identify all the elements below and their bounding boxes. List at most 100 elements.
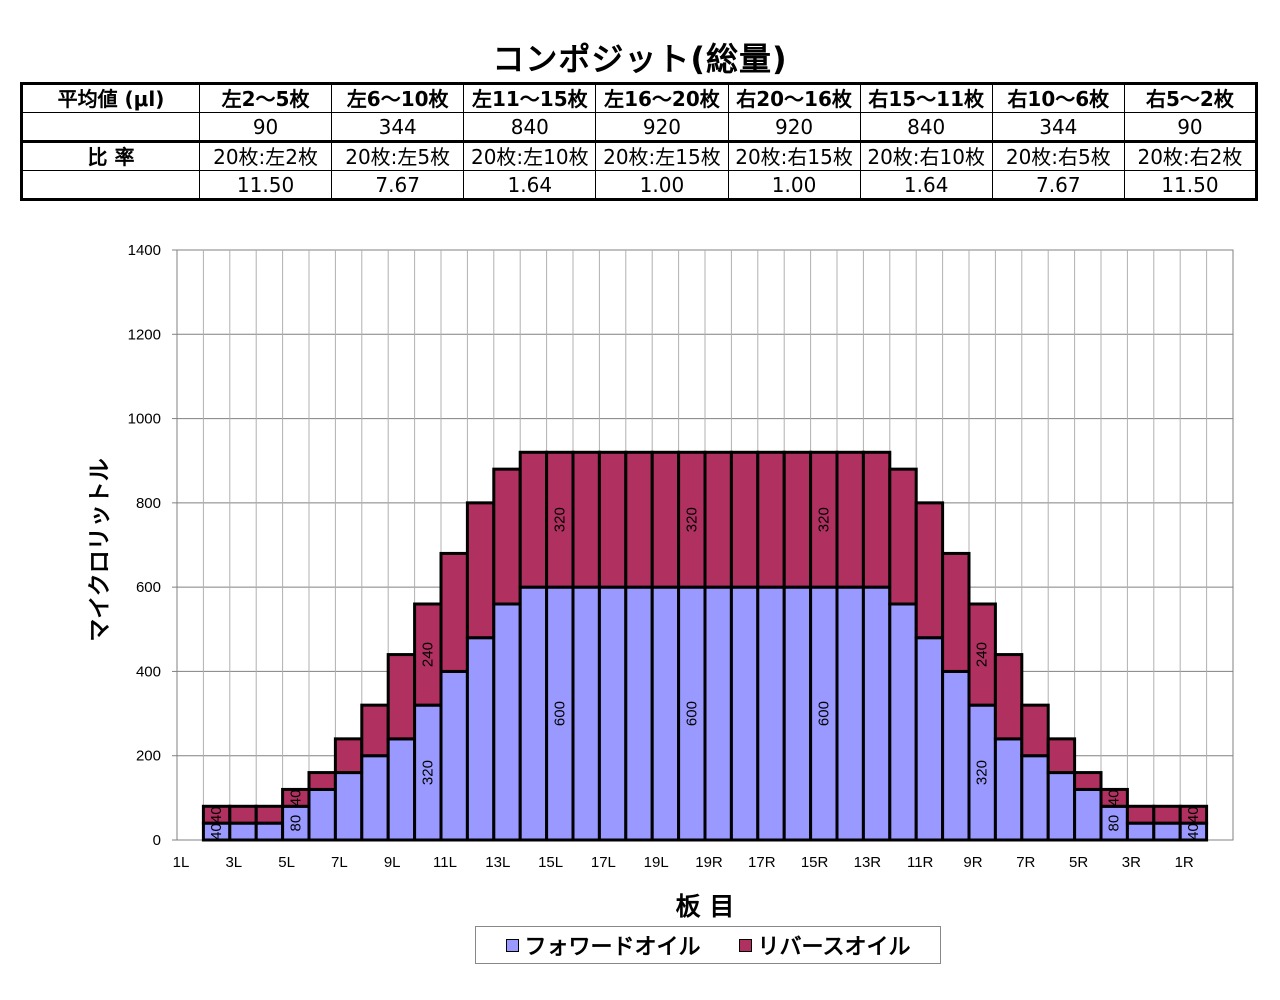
legend-label-forward: フォワードオイル: [524, 935, 701, 960]
bar-reverse: [703, 450, 733, 589]
bar-reverse: [386, 653, 417, 741]
header-cell: 右10～6枚: [991, 83, 1125, 113]
data-label: 40: [208, 806, 225, 823]
bar-forward: [492, 602, 522, 842]
x-tick-label: 15R: [801, 854, 829, 871]
bar-reverse: [228, 804, 258, 825]
y-tick-label: 1200: [128, 326, 161, 343]
x-tick-label: 11R: [907, 854, 934, 871]
ratio-row-label: 比 率: [21, 140, 200, 171]
x-tick-label: 19L: [644, 854, 669, 871]
ratio-header-row: 比 率 20枚:左2枚 20枚:左5枚 20枚:左10枚 20枚:左15枚 20…: [21, 140, 1258, 171]
header-row: 平均値 (μl) 左2～5枚 左6～10枚 左11～15枚 左16～20枚 右2…: [21, 83, 1258, 113]
bar-reverse: [307, 771, 337, 791]
bar-reverse: [413, 602, 443, 707]
ratio-cell: 11.50: [198, 170, 333, 200]
average-cell: 840: [859, 112, 993, 142]
x-tick-label: 5R: [1069, 854, 1088, 871]
bar-forward: [571, 585, 601, 842]
header-cell: 右5～2枚: [1123, 83, 1258, 113]
bar-reverse: [465, 501, 496, 640]
bar-forward: [1073, 787, 1103, 842]
stacked-bar-chart: 0 200 400 600 800 1000 1200 1400 1L 3L 5L 7L 9L 11L 13…: [87, 242, 1234, 920]
x-tick-label: 9L: [384, 854, 401, 871]
average-row-label: 平均値 (μl): [21, 83, 200, 113]
empty-cell: [21, 170, 200, 200]
data-label: 80: [1106, 815, 1123, 832]
header-cell: 左2～5枚: [198, 83, 333, 113]
bar-forward: [941, 669, 971, 842]
data-label: 40: [1185, 806, 1202, 823]
ratio-header-cell: 20枚:右5枚: [991, 140, 1125, 171]
bar-reverse: [650, 450, 681, 589]
x-tick-label: 15L: [538, 854, 563, 871]
chart-title: コンポジット(総量): [492, 40, 788, 78]
bar-forward: [993, 737, 1024, 842]
data-label: 320: [419, 760, 436, 785]
bar-forward: [1020, 754, 1050, 842]
empty-cell: [21, 112, 200, 142]
bar-reverse: [1152, 804, 1182, 825]
bar-forward: [861, 585, 892, 842]
data-label: 320: [551, 507, 568, 532]
x-tick-label: 3R: [1122, 854, 1141, 871]
bar-forward: [1046, 771, 1077, 842]
ratio-cell: 1.64: [463, 170, 597, 200]
bar-forward: [228, 821, 258, 842]
header-cell: 左6～10枚: [331, 83, 465, 113]
bar-forward: [703, 585, 733, 842]
bar-reverse: [941, 551, 971, 673]
header-cell: 右20～16枚: [727, 83, 861, 113]
data-label: 600: [683, 701, 700, 726]
ratio-header-cell: 20枚:左5枚: [331, 140, 465, 171]
average-cell: 840: [463, 112, 597, 142]
average-row: 90 344 840 920 920 840 344 90: [21, 112, 1258, 142]
legend: フォワードオイル リバースオイル: [475, 926, 941, 964]
bar-forward: [756, 585, 786, 842]
average-cell: 920: [595, 112, 729, 142]
x-tick-label: 7L: [331, 854, 348, 871]
bar-reverse: [597, 450, 628, 589]
y-tick-label: 1000: [128, 411, 161, 428]
bar-forward: [835, 585, 865, 842]
bar-forward: [254, 821, 285, 842]
bar-forward: [729, 585, 760, 842]
average-cell: 344: [991, 112, 1125, 142]
x-tick-label: 7R: [1016, 854, 1035, 871]
summary-table: 平均値 (μl) 左2～5枚 左6～10枚 左11～15枚 左16～20枚 右2…: [20, 82, 1258, 201]
bar-reverse: [888, 467, 918, 606]
ratio-row: 11.50 7.67 1.64 1.00 1.00 1.64 7.67 11.5…: [21, 170, 1258, 200]
bar-forward: [914, 636, 945, 842]
ratio-cell: 11.50: [1123, 170, 1258, 200]
average-cell: 920: [727, 112, 861, 142]
bar-reverse: [835, 450, 865, 589]
bar-reverse: [624, 450, 654, 589]
header-cell: 左11～15枚: [463, 83, 597, 113]
header-cell: 右15～11枚: [859, 83, 993, 113]
bar-reverse: [1125, 804, 1156, 825]
x-tick-label: 13L: [485, 854, 510, 871]
bar-forward: [1152, 821, 1182, 842]
x-tick-label: 19R: [695, 854, 723, 871]
y-tick-label: 1400: [128, 242, 161, 259]
bar-reverse: [518, 450, 549, 589]
legend-swatch-forward: [505, 938, 519, 952]
data-label: 600: [551, 701, 568, 726]
legend-item-reverse: リバースオイル: [738, 929, 911, 961]
bar-reverse: [1046, 737, 1077, 775]
data-label: 320: [815, 507, 832, 532]
y-tick-label: 600: [136, 579, 161, 596]
bar-forward: [967, 703, 997, 842]
data-label: 40: [1106, 790, 1123, 807]
bar-forward: [333, 771, 364, 842]
bar-reverse: [1178, 804, 1209, 825]
bar-reverse: [254, 804, 285, 825]
bar-forward: [518, 585, 549, 842]
bar-forward: [782, 585, 813, 842]
legend-label-reverse: リバースオイル: [757, 935, 911, 960]
y-tick-label: 400: [136, 663, 161, 680]
bar-forward: [439, 669, 469, 842]
bar-forward: [677, 585, 707, 842]
data-label: 600: [815, 701, 832, 726]
ratio-header-cell: 20枚:左2枚: [198, 140, 333, 171]
